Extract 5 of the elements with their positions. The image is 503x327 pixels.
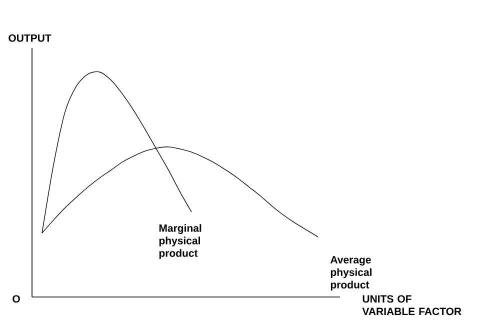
text: Average physical product [330,256,372,291]
x-axis-title: UNITS OF VARIABLE FACTOR [362,295,462,316]
text: O [12,295,20,303]
series-label: Marginal physical product [159,224,202,259]
y-axis-title: OUTPUT [8,34,52,42]
